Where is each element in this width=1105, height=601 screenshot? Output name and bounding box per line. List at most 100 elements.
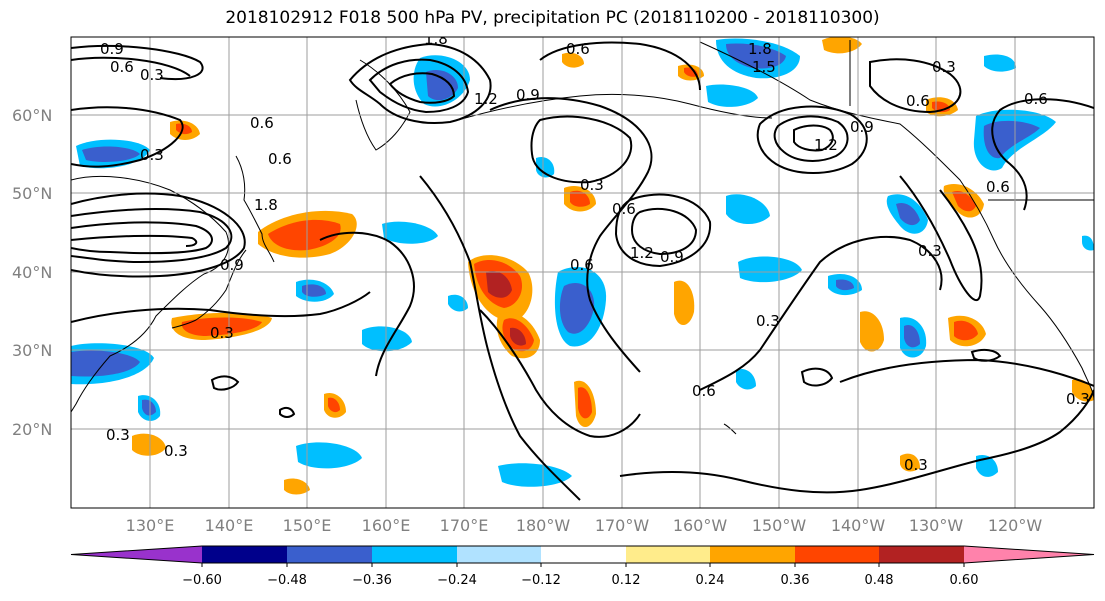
- pv-contour-line: [71, 208, 233, 264]
- precip-negative-region: [1082, 235, 1094, 251]
- pv-contour-line: [71, 221, 213, 255]
- alaska-coastline: [699, 41, 1094, 401]
- pv-contour-line: [793, 124, 834, 152]
- pv-contour-line: [479, 309, 641, 438]
- japan-coastline: [171, 249, 247, 329]
- precip-negative-region: [536, 156, 555, 178]
- pv-contour-label: 0.3: [210, 324, 234, 342]
- colorbar-segment: [964, 546, 1094, 563]
- pv-contour-line: [800, 367, 834, 387]
- pv-contour-line: [319, 231, 415, 377]
- precip-negative-core: [142, 399, 156, 416]
- lat-tick-label: 40°N: [12, 263, 52, 282]
- precip-positive-core: [176, 123, 192, 135]
- pv-contour-line: [869, 58, 962, 114]
- pv-contour-label: 0.3: [756, 312, 780, 330]
- precip-negative-core: [302, 284, 326, 297]
- pv-contour-label: 0.9: [516, 86, 540, 104]
- precip-negative-region: [738, 256, 802, 283]
- pv-contour-line: [699, 235, 943, 391]
- lat-tick-label: 30°N: [12, 341, 52, 360]
- hawaii-islands: [723, 423, 737, 435]
- pv-contour-line: [71, 291, 371, 323]
- pv-contour-label: 0.3: [918, 242, 942, 260]
- colorbar-tick-label: −0.24: [437, 573, 477, 588]
- precip-negative-core: [904, 324, 920, 348]
- pv-contour-label: 0.6: [1024, 90, 1048, 108]
- pv-contour-label: 0.9: [660, 248, 684, 266]
- pv-contour-label: 0.9: [850, 118, 874, 136]
- colorbar-segment: [372, 546, 457, 563]
- pv-contour-line: [899, 175, 983, 302]
- precip-negative-region: [498, 463, 572, 487]
- pv-contour-labels: 0.9 0.6 0.3 0.3 0.6 0.6 1.8 0.9 0.3 1.8 …: [100, 37, 1090, 474]
- pv-contour-label: 1.8: [748, 40, 772, 58]
- pv-contour-label: 1.2: [814, 136, 838, 154]
- precip-positive-region: [284, 478, 310, 495]
- graticule: [71, 37, 1094, 508]
- colorbar-segment: [287, 546, 372, 563]
- precip-negative-core: [426, 69, 458, 101]
- precip-negative-core: [559, 282, 595, 334]
- pv-contours: [71, 41, 1094, 501]
- colorbar-segment: [541, 546, 626, 563]
- precip-negative-region: [382, 221, 438, 244]
- precip-negative-core: [896, 202, 920, 226]
- precip-positive-core: [684, 67, 698, 77]
- precip-positive-core: [328, 397, 340, 413]
- pv-contour-label: 1.2: [474, 90, 498, 108]
- lon-tick-label: 120°W: [988, 516, 1043, 535]
- longitude-axis-labels: 130°E 140°E 150°E 160°E 170°E 180°W 170°…: [126, 516, 1043, 535]
- pv-contour-line: [210, 375, 240, 391]
- pv-contour-label: 0.3: [164, 442, 188, 460]
- precip-positive-region: [674, 280, 695, 326]
- pv-contour-label: 0.6: [250, 114, 274, 132]
- pv-contour-line: [619, 389, 1094, 494]
- lon-tick-label: 130°W: [909, 516, 964, 535]
- colorbar-segment: [710, 546, 795, 563]
- precip-negative-core: [726, 43, 786, 69]
- precip-negative-core: [836, 279, 854, 291]
- precip-negative-region: [448, 294, 468, 312]
- pv-contour-label: 0.3: [1066, 390, 1090, 408]
- pv-contour-line: [71, 234, 198, 247]
- pv-contour-line: [348, 42, 492, 124]
- pv-contour-line: [630, 207, 698, 256]
- colorbar-segment: [879, 546, 964, 563]
- colorbar: −0.60 −0.48 −0.36 −0.24 −0.12 0.12 0.24 …: [70, 545, 1095, 588]
- sakhalin-kuril-coast: [235, 155, 275, 263]
- pv-contour-label: 0.3: [140, 66, 164, 84]
- pv-contour-label: 0.6: [566, 40, 590, 58]
- pv-contour-line: [71, 192, 246, 278]
- lon-tick-label: 170°W: [595, 516, 650, 535]
- pv-contour-label: 0.6: [570, 256, 594, 274]
- pv-contour-line: [279, 406, 296, 418]
- pv-contour-label: 1.2: [630, 244, 654, 262]
- lon-tick-label: 130°E: [126, 516, 175, 535]
- map-frame: [70, 36, 1095, 509]
- lon-tick-label: 170°E: [440, 516, 489, 535]
- precip-positive-core: [570, 190, 590, 207]
- pv-contour-line: [970, 348, 1002, 362]
- lon-tick-label: 150°E: [283, 516, 332, 535]
- coastlines: [71, 40, 1094, 435]
- pv-contour-label: 0.3: [904, 456, 928, 474]
- pv-contour-label: 0.9: [220, 256, 244, 274]
- latitude-axis-labels: 20°N 30°N 40°N 50°N 60°N: [12, 106, 52, 439]
- colorbar-tick-label: 0.36: [781, 573, 810, 588]
- colorbar-segment: [626, 546, 710, 563]
- pv-contour-label: 0.3: [932, 58, 956, 76]
- lon-tick-label: 160°E: [362, 516, 411, 535]
- pv-contour-label: 0.6: [110, 58, 134, 76]
- pv-contour-label: 0.6: [986, 178, 1010, 196]
- lat-tick-label: 60°N: [12, 106, 52, 125]
- colorbar-tick-label: −0.60: [182, 573, 222, 588]
- pv-contour-line: [991, 98, 1094, 211]
- lat-tick-label: 20°N: [12, 420, 52, 439]
- colorbar-tick-label: −0.12: [521, 573, 561, 588]
- pv-contour-line: [756, 105, 868, 174]
- precip-positive-region: [822, 37, 862, 54]
- precip-positive-region: [900, 453, 920, 472]
- pv-contour-line: [539, 41, 701, 91]
- precip-positive-region: [132, 433, 166, 456]
